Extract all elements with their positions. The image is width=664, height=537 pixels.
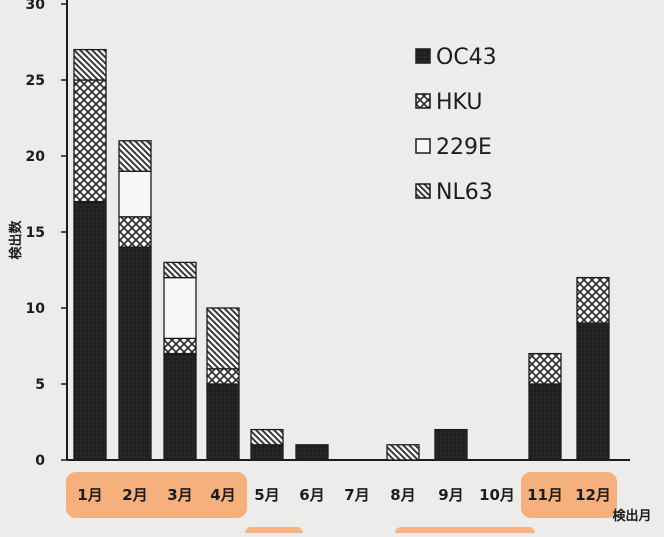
- bar-segment-oc43: [206, 383, 240, 461]
- bar-segment-oc43: [295, 444, 329, 461]
- bar-segment-hku: [206, 368, 240, 385]
- legend-swatch: [415, 48, 431, 64]
- y-tick-label: 20: [26, 149, 46, 165]
- bar-segment-hku: [163, 337, 197, 355]
- legend-label: 229E: [436, 135, 492, 160]
- y-tick-label: 10: [26, 301, 46, 317]
- y-tick-label: 15: [26, 225, 45, 241]
- x-tick-label: 11月: [527, 486, 563, 504]
- bar-segment-oc43: [118, 246, 152, 461]
- bar-segment-hku: [576, 276, 610, 324]
- x-tick-label: 3月: [167, 486, 192, 504]
- x-tick-label: 5月: [254, 486, 279, 504]
- legend-label: HKU: [436, 90, 482, 115]
- bar-segment-hku: [73, 79, 107, 203]
- y-tick-label: 30: [26, 0, 46, 13]
- bar-segment-229e: [163, 276, 197, 340]
- x-axis-title: 検出月: [612, 508, 651, 524]
- bar-segment-nl63: [386, 444, 420, 461]
- legend-swatch: [415, 183, 431, 199]
- highlight-band: [66, 472, 247, 518]
- legend-swatch: [415, 138, 431, 154]
- bar-segment-oc43: [163, 352, 197, 461]
- legend-label: NL63: [436, 180, 493, 205]
- bar-segment-nl63: [118, 140, 152, 172]
- bar-segment-oc43: [250, 444, 284, 461]
- highlight-band: [245, 527, 303, 537]
- x-tick-label: 8月: [390, 486, 415, 504]
- x-tick-label: 10月: [479, 486, 515, 504]
- x-tick-label: 4月: [210, 486, 235, 504]
- y-axis-title: 検出数: [8, 220, 24, 260]
- x-tick-label: 1月: [77, 486, 102, 504]
- bar-segment-nl63: [73, 48, 107, 81]
- x-tick-label: 9月: [438, 486, 463, 504]
- x-tick-label: 2月: [122, 486, 147, 504]
- y-tick-label: 0: [35, 453, 45, 469]
- bar-segment-oc43: [528, 383, 562, 461]
- x-tick-label: 7月: [344, 486, 369, 504]
- bar-segment-nl63: [163, 261, 197, 279]
- y-tick-label: 5: [35, 377, 45, 393]
- highlight-band: [395, 527, 535, 537]
- bar-segment-oc43: [434, 428, 468, 461]
- bar-segment-hku: [118, 216, 152, 248]
- bar-segment-nl63: [206, 307, 240, 370]
- bar-segment-oc43: [73, 200, 107, 461]
- legend-swatch: [415, 93, 431, 109]
- x-tick-label: 12月: [575, 486, 611, 504]
- bar-segment-oc43: [576, 322, 610, 461]
- bar-segment-nl63: [250, 428, 284, 446]
- highlight-band: [521, 472, 617, 518]
- x-tick-label: 6月: [299, 486, 324, 504]
- bar-segment-hku: [528, 352, 562, 385]
- bar-segment-229e: [118, 170, 152, 218]
- legend-label: OC43: [436, 45, 497, 70]
- y-tick-label: 25: [26, 73, 45, 89]
